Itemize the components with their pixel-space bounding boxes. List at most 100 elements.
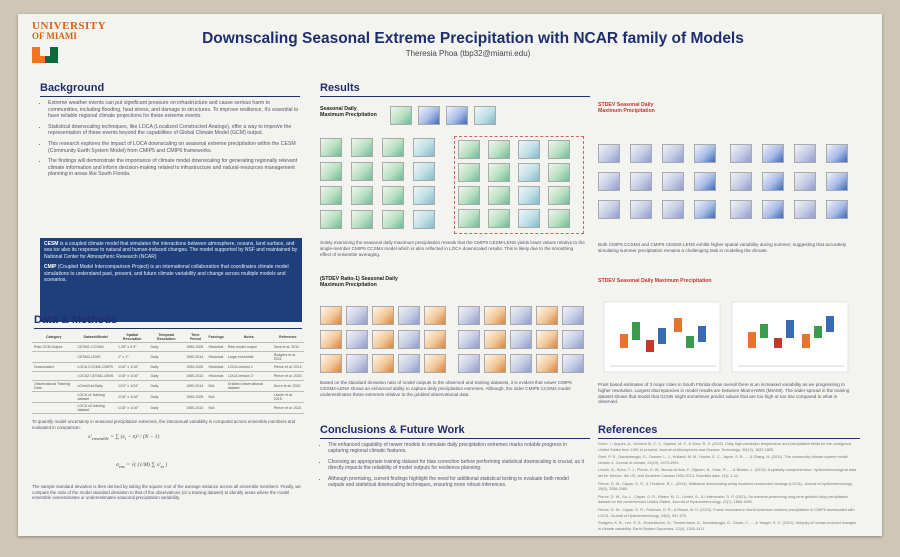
florida-map-thumbnail: [630, 172, 652, 191]
florida-map-thumbnail: [372, 306, 394, 325]
column-header: Category: [32, 332, 76, 343]
table-cell: Historical: [206, 371, 226, 381]
florida-map-thumbnail: [548, 186, 570, 205]
table-cell: 1/24° x 1/24°: [115, 380, 149, 392]
panel4-caption: Point based estimates of 3 major cities …: [598, 382, 850, 405]
background-rule: [40, 96, 300, 97]
table-cell: 1° x 1°: [115, 351, 149, 363]
florida-map-thumbnail: [662, 200, 684, 219]
table-cell: [32, 351, 76, 363]
florida-map-thumbnail: [398, 330, 420, 349]
column-header: Reference: [271, 332, 304, 343]
florida-map-thumbnail: [518, 209, 540, 228]
florida-map-thumbnail: [458, 330, 480, 349]
u-logo-icon: [32, 47, 58, 63]
florida-map-thumbnail: [484, 306, 506, 325]
florida-map-thumbnail: [510, 354, 532, 373]
table-cell: 1950-2005: [184, 342, 207, 352]
cmip-definition: CMIP (Coupled Model Intercomparison Proj…: [44, 264, 298, 283]
table-cell: nClimGrid-Daily: [75, 380, 116, 392]
florida-map-thumbnail: [694, 200, 716, 219]
florida-map-thumbnail: [458, 306, 480, 325]
florida-map-thumbnail: [548, 140, 570, 159]
florida-map-thumbnail: [351, 138, 373, 157]
panel2-label: STDEV Seasonal Daily Maximum Precipitati…: [598, 102, 655, 114]
cesm-definition: CESM is a coupled climate model that sim…: [44, 241, 298, 260]
florida-map-thumbnail: [346, 330, 368, 349]
florida-map-thumbnail: [562, 330, 584, 349]
florida-map-thumbnail: [320, 330, 342, 349]
florida-map-thumbnail: [630, 144, 652, 163]
panel1-highlight-box: [454, 136, 584, 234]
florida-map-thumbnail: [418, 106, 440, 125]
reference-item: Pierce, D. W., Su, L., Cayan, D. R., Ris…: [598, 494, 848, 505]
florida-map-thumbnail: [382, 138, 404, 157]
table-cell: LOCA version 2: [225, 371, 272, 381]
stdev-text: The sample standard deviation is then de…: [32, 484, 301, 501]
table-cell: Daily: [148, 351, 185, 363]
florida-map-thumbnail: [382, 210, 404, 229]
florida-map-thumbnail: [424, 306, 446, 325]
table-cell: 1/16° x 1/16°: [115, 391, 149, 403]
conclusions-heading: Conclusions & Future Work: [320, 424, 465, 436]
table-cell: Historical: [206, 351, 226, 363]
table-cell: 1/16° x 1/16°: [115, 402, 149, 414]
background-bullet: The findings will demonstrate the import…: [48, 158, 302, 178]
conclusion-bullet: The enhanced capability of newer models …: [328, 442, 585, 455]
table-cell: Large ensemble: [225, 351, 272, 363]
florida-map-thumbnail: [382, 186, 404, 205]
reference-item: Rodgers, K. B., Lee, S. S., Rosenbloom, …: [598, 521, 857, 531]
florida-map-thumbnail: [730, 172, 752, 191]
florida-map-thumbnail: [398, 306, 420, 325]
reference-item: Pierce, D. W., Cayan, D. R., & Thrasher,…: [598, 481, 853, 492]
florida-map-thumbnail: [372, 330, 394, 349]
table-cell: Historical: [206, 342, 226, 352]
table-cell: 1/16° x 1/16°: [115, 371, 149, 381]
cesm-label: CESM: [44, 241, 59, 247]
table-cell: LOCA CCSM4-CMIP5: [75, 362, 116, 372]
table-cell: LOCA version 1: [225, 362, 272, 372]
logo-line-2: OF MIAMI: [32, 31, 77, 41]
conclusion-bullet: Although promising, current findings hig…: [328, 476, 585, 489]
florida-map-thumbnail: [826, 172, 848, 191]
florida-map-thumbnail: [474, 106, 496, 125]
florida-map-thumbnail: [598, 172, 620, 191]
table-cell: Daily: [148, 371, 185, 381]
conclusion-bullet: Choosing an appropriate training dataset…: [328, 459, 585, 472]
column-header: Time Period: [184, 332, 207, 343]
cesm-text: is a coupled climate model that simulate…: [44, 241, 298, 260]
florida-map-thumbnail: [484, 330, 506, 349]
table-header-row: Category Dataset/Model Spatial Resolutio…: [32, 332, 304, 343]
panel3-label: (STDEV Ratio-1) Seasonal Daily Maximum P…: [320, 276, 398, 288]
florida-map-thumbnail: [794, 200, 816, 219]
table-cell: Durre et al. 2022: [271, 380, 304, 392]
table-cell: Daily: [148, 391, 185, 403]
column-header: Spatial Resolution: [115, 332, 149, 343]
florida-map-thumbnail: [510, 306, 532, 325]
university-logo: UNIVERSITY OF MIAMI: [32, 20, 142, 70]
table-cell: Livneh et al. 2015: [271, 391, 304, 403]
florida-map-thumbnail: [518, 163, 540, 182]
florida-map-thumbnail: [488, 163, 510, 182]
table-cell: CESM1-CCSM4: [75, 342, 116, 352]
florida-map-thumbnail: [458, 354, 480, 373]
table-row: LOCA v2 training dataset 1/16° x 1/16° Dai…: [32, 402, 304, 414]
panel4-label: STDEV Seasonal Daily Maximum Precipitati…: [598, 278, 712, 284]
reference-item: Durre, I., Arguez, A., Schreck III, C. J…: [598, 442, 852, 452]
table-cell: 1.25° x 0.9°: [115, 342, 149, 352]
panel3-caption: Based on the standard deviation ratio of…: [320, 380, 572, 397]
florida-map-thumbnail: [762, 144, 784, 163]
data-methods-rule: [34, 328, 302, 329]
table-cell: LOCA v1 training dataset: [75, 391, 116, 403]
florida-map-thumbnail: [320, 306, 342, 325]
stdev-formula: σens = √( (1/M) ∑ s²m ): [116, 462, 168, 470]
florida-map-thumbnail: [730, 144, 752, 163]
cmip-label: CMIP: [44, 264, 57, 271]
background-bullet: Extreme weather events can put significa…: [48, 100, 302, 120]
column-header: Forcings: [206, 332, 226, 343]
table-body: Raw GCM Output CESM1-CCSM4 1.25° x 0.9° Dai…: [32, 342, 304, 414]
table-row: CESM2-LENS 1° x 1° Daily 1950-2014 Historica…: [32, 351, 304, 363]
table-cell: Daily: [148, 402, 185, 414]
florida-map-thumbnail: [320, 138, 342, 157]
florida-map-thumbnail: [320, 186, 342, 205]
